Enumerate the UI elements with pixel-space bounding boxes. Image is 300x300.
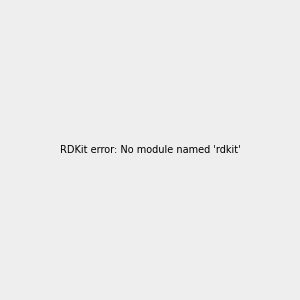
Text: RDKit error: No module named 'rdkit': RDKit error: No module named 'rdkit' xyxy=(60,145,240,155)
